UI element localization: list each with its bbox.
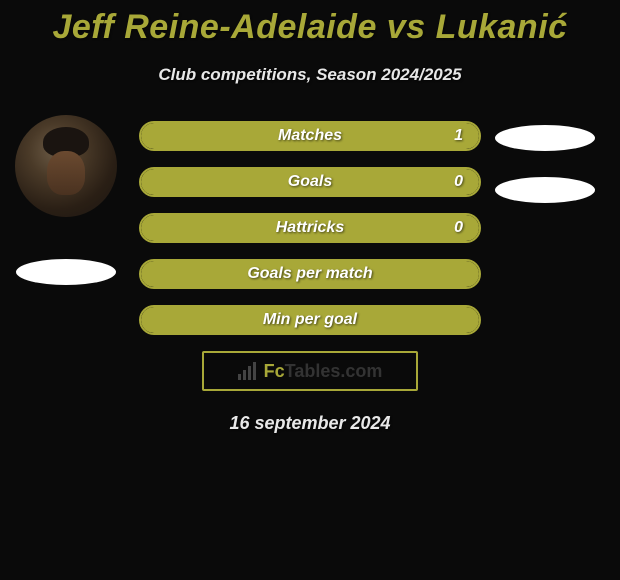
- stat-label: Hattricks: [141, 215, 479, 241]
- footer-date: 16 september 2024: [0, 413, 620, 434]
- brand-suffix: Tables.com: [285, 361, 383, 381]
- subtitle: Club competitions, Season 2024/2025: [0, 65, 620, 85]
- stat-value: 0: [454, 215, 463, 241]
- stat-label: Goals: [141, 169, 479, 195]
- player2-oval-2: [495, 177, 595, 203]
- stat-bar-matches: Matches 1: [139, 121, 481, 151]
- stat-label: Min per goal: [141, 307, 479, 333]
- right-player-column: [490, 113, 600, 229]
- page-title: Jeff Reine-Adelaide vs Lukanić: [0, 0, 620, 47]
- stat-bar-goals: Goals 0: [139, 167, 481, 197]
- brand-text: FcTables.com: [264, 361, 383, 382]
- stat-label: Matches: [141, 123, 479, 149]
- stats-column: Matches 1 Goals 0 Hattricks 0 Goals per …: [139, 113, 481, 391]
- stat-bar-min-per-goal: Min per goal: [139, 305, 481, 335]
- player2-oval-1: [495, 125, 595, 151]
- left-player-column: [8, 113, 123, 285]
- stat-bar-goals-per-match: Goals per match: [139, 259, 481, 289]
- stat-value: 1: [454, 123, 463, 149]
- stat-value: 0: [454, 169, 463, 195]
- stat-bar-hattricks: Hattricks 0: [139, 213, 481, 243]
- stat-label: Goals per match: [141, 261, 479, 287]
- player1-avatar: [15, 115, 117, 217]
- player1-name-oval: [16, 259, 116, 285]
- brand-box[interactable]: FcTables.com: [202, 351, 418, 391]
- bar-chart-icon: [238, 362, 260, 380]
- comparison-grid: Matches 1 Goals 0 Hattricks 0 Goals per …: [0, 113, 620, 391]
- brand-prefix: Fc: [264, 361, 285, 381]
